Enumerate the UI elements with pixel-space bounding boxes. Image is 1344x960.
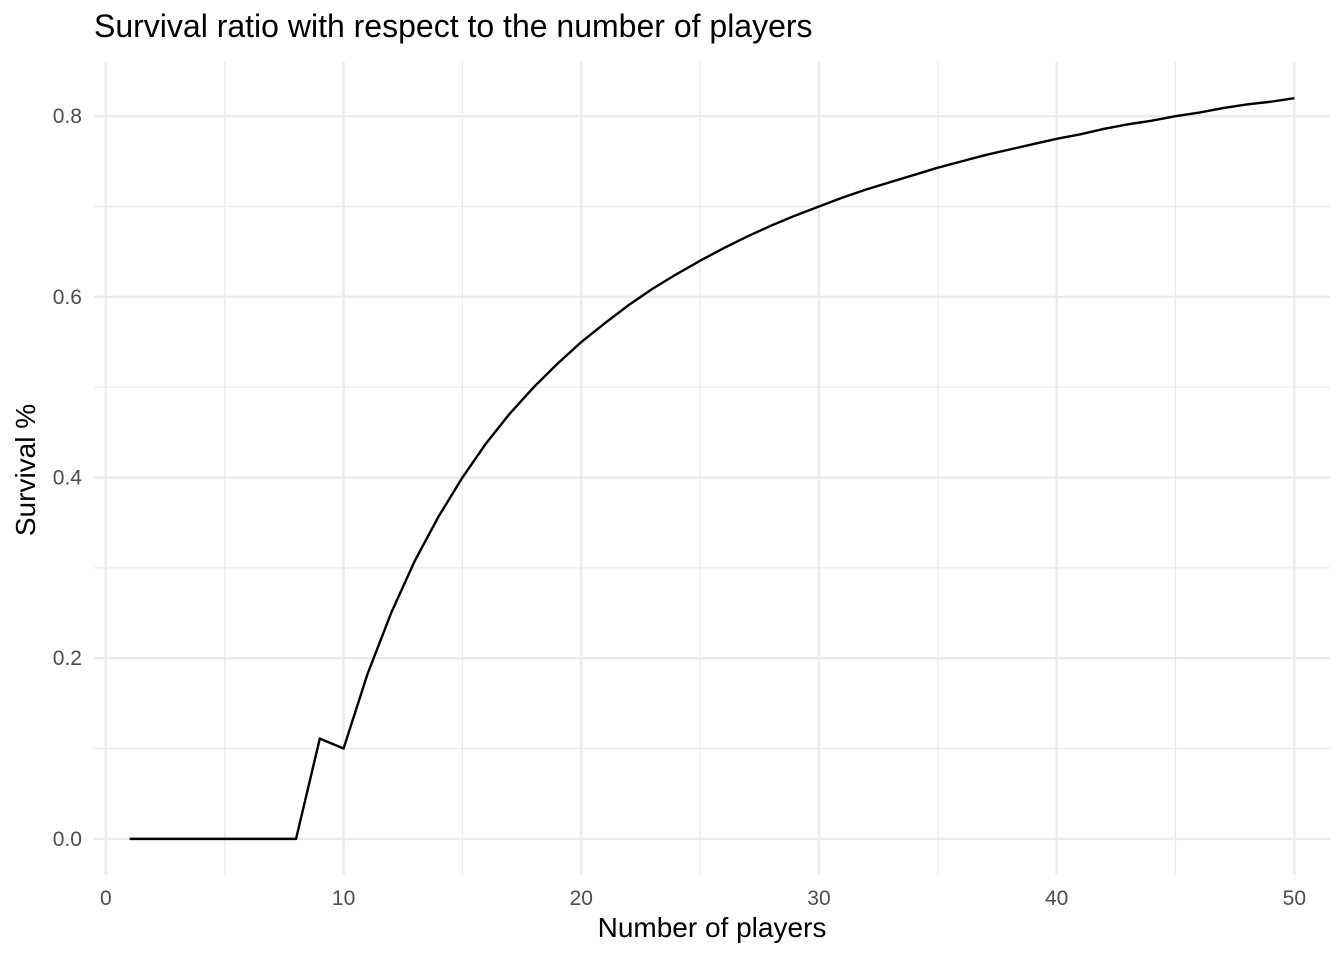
x-tick-label: 20 [570, 887, 593, 910]
y-tick-label: 0.8 [53, 105, 82, 128]
y-tick-label: 0.6 [53, 286, 82, 309]
series-line [129, 96, 1295, 841]
x-tick-label: 50 [1283, 887, 1306, 910]
y-tick-label: 0.2 [53, 647, 82, 670]
x-tick-label: 0 [100, 887, 112, 910]
tick-label-layer: 0 10 20 30 40 50 0.0 0.2 0.4 0.6 0.8 [53, 105, 1306, 910]
y-tick-label: 0.0 [53, 828, 82, 851]
line-layer [129, 96, 1295, 841]
x-tick-label: 40 [1045, 887, 1068, 910]
y-axis-label: Survival % [10, 403, 41, 537]
chart-title: Survival ratio with respect to the numbe… [94, 8, 813, 44]
grid-layer [94, 62, 1330, 875]
x-tick-label: 30 [807, 887, 830, 910]
y-tick-label: 0.4 [53, 467, 83, 490]
x-tick-label: 10 [332, 887, 355, 910]
x-axis-label: Number of players [597, 912, 827, 943]
